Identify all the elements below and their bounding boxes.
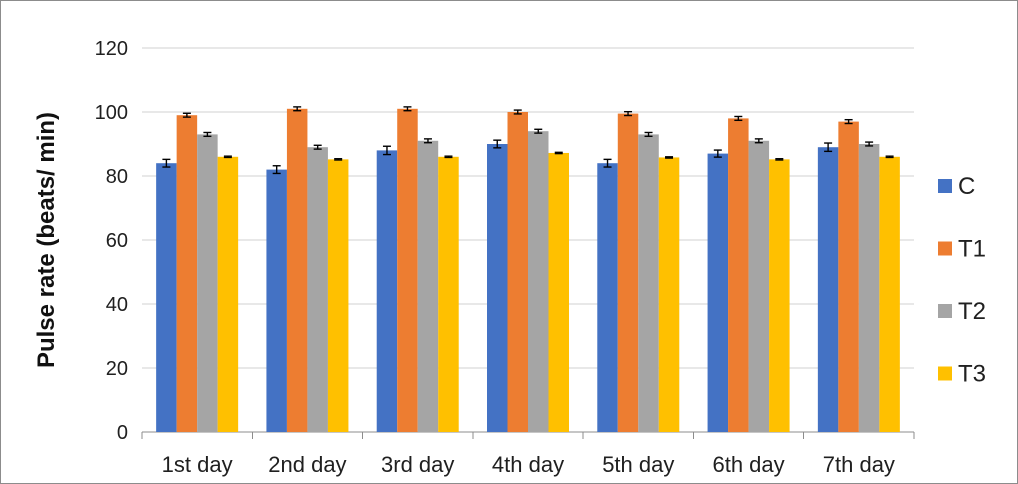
- bar-c-7: [817, 147, 839, 432]
- error-bars: [162, 106, 894, 175]
- x-tick-label: 2nd day: [268, 452, 346, 477]
- legend-swatch-t3: [938, 366, 952, 381]
- bar-c-2: [266, 169, 287, 432]
- x-tick-label: 5th day: [602, 452, 674, 477]
- x-tick-label: 7th day: [823, 452, 895, 477]
- bar-t1-3: [397, 108, 418, 433]
- y-tick-label: 0: [117, 422, 128, 444]
- bar-t1-2: [286, 108, 308, 433]
- bar-t3-1: [217, 156, 239, 433]
- bar-t3-3: [438, 156, 459, 433]
- legend-swatch-t1: [938, 241, 952, 256]
- legend-label-t3: T3: [958, 361, 986, 388]
- bar-t1-1: [176, 115, 198, 432]
- bar-c-1: [156, 163, 177, 432]
- x-tick-label: 6th day: [712, 452, 784, 477]
- x-tick-label: 4th day: [492, 452, 564, 477]
- legend-swatch-c: [938, 179, 952, 193]
- legend-label-t2: T2: [958, 298, 986, 325]
- y-tick-label: 80: [106, 166, 128, 188]
- bar-t2-5: [638, 134, 659, 432]
- y-tick-label: 20: [106, 358, 128, 380]
- y-tick-label: 40: [106, 294, 128, 316]
- bar-t1-6: [728, 118, 749, 433]
- legend-swatch-t2: [938, 304, 952, 318]
- bar-t2-2: [307, 147, 328, 432]
- bar-c-5: [597, 163, 618, 432]
- bar-t2-3: [417, 140, 439, 433]
- y-tick-label: 100: [95, 102, 128, 124]
- bar-t2-7: [858, 144, 880, 432]
- bar-c-4: [487, 144, 508, 432]
- x-tick-label: 3rd day: [381, 452, 454, 477]
- bar-t2-1: [197, 134, 218, 432]
- bar-c-6: [707, 153, 729, 432]
- x-tick-label: 1st day: [162, 452, 233, 477]
- legend-label-t1: T1: [958, 236, 986, 263]
- y-tick-label: 60: [106, 230, 128, 252]
- y-tick-label: 120: [95, 38, 128, 60]
- y-axis-title: Pulse rate (beats/ min): [33, 112, 60, 368]
- bar-t3-5: [658, 157, 680, 432]
- bar-t3-2: [327, 159, 349, 433]
- axis-labels: 0 20 40 60 80 100 120 1st day 2nd day 3rd day 4th …: [33, 38, 895, 477]
- legend-label-c: C: [958, 173, 975, 200]
- bar-t2-4: [528, 131, 549, 432]
- legend: C T1 T2 T3: [938, 173, 986, 388]
- bar-t1-7: [838, 121, 859, 432]
- bars: [156, 108, 900, 433]
- bar-c-3: [376, 150, 398, 432]
- bar-t2-6: [748, 140, 770, 433]
- bar-t1-5: [617, 113, 639, 432]
- bar-t3-7: [879, 156, 900, 433]
- bar-t3-6: [769, 159, 790, 433]
- bar-t3-4: [548, 152, 569, 432]
- bar-t1-4: [507, 112, 528, 432]
